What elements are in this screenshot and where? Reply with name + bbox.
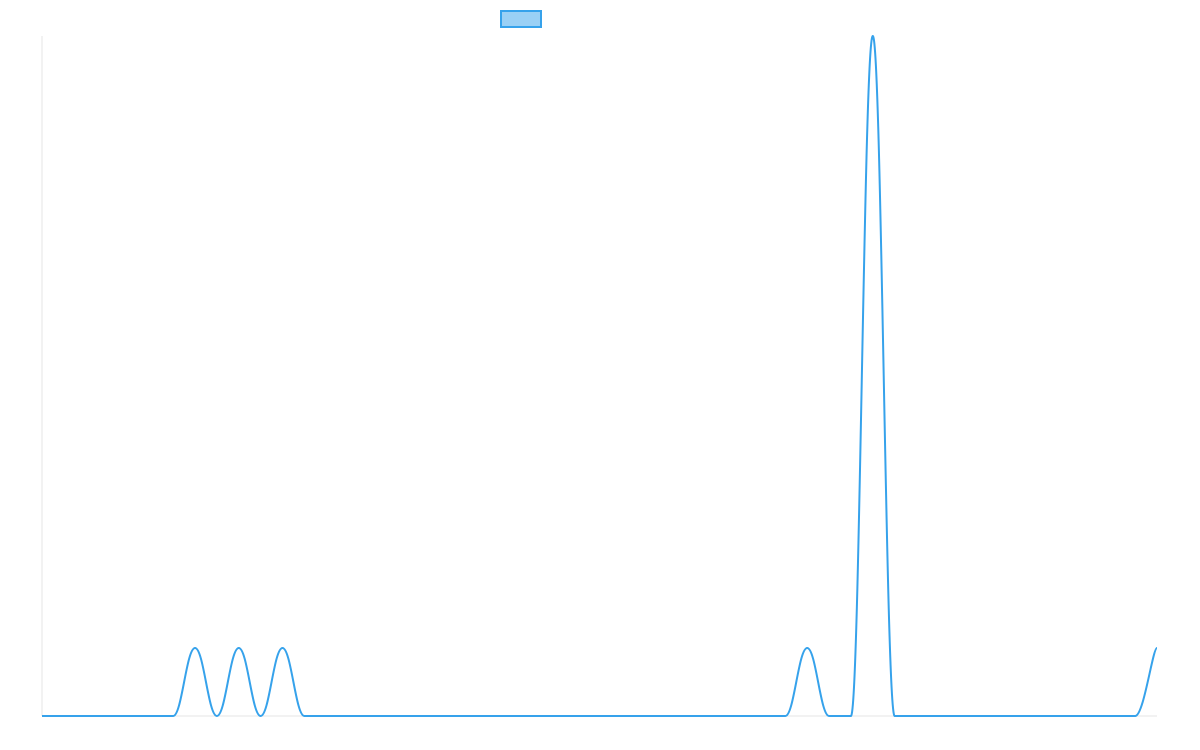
data-point[interactable] <box>258 713 264 719</box>
data-point[interactable] <box>323 713 329 719</box>
data-point[interactable] <box>367 713 373 719</box>
data-point[interactable] <box>192 645 198 651</box>
data-point[interactable] <box>279 645 285 651</box>
data-point[interactable] <box>1067 713 1073 719</box>
data-point[interactable] <box>498 713 504 719</box>
data-point[interactable] <box>564 713 570 719</box>
data-point[interactable] <box>214 713 220 719</box>
data-point[interactable] <box>105 713 111 719</box>
data-point[interactable] <box>83 713 89 719</box>
data-point[interactable] <box>389 713 395 719</box>
data-point[interactable] <box>957 713 963 719</box>
data-point[interactable] <box>126 713 132 719</box>
data-point[interactable] <box>1132 713 1138 719</box>
data-point[interactable] <box>1088 713 1094 719</box>
data-point[interactable] <box>1023 713 1029 719</box>
data-point[interactable] <box>870 33 876 39</box>
data-point[interactable] <box>301 713 307 719</box>
series-line <box>42 34 1158 718</box>
data-point[interactable] <box>979 713 985 719</box>
data-point[interactable] <box>476 713 482 719</box>
data-point[interactable] <box>607 713 613 719</box>
data-point[interactable] <box>170 713 176 719</box>
legend-swatch[interactable] <box>500 10 542 28</box>
data-point[interactable] <box>433 713 439 719</box>
data-point[interactable] <box>760 713 766 719</box>
data-point[interactable] <box>586 713 592 719</box>
data-point[interactable] <box>345 713 351 719</box>
data-point[interactable] <box>148 713 154 719</box>
data-point[interactable] <box>542 713 548 719</box>
data-point[interactable] <box>1154 645 1160 651</box>
data-point[interactable] <box>782 713 788 719</box>
data-point[interactable] <box>695 713 701 719</box>
data-point[interactable] <box>61 713 67 719</box>
data-point[interactable] <box>411 713 417 719</box>
data-point[interactable] <box>717 713 723 719</box>
data-point[interactable] <box>651 713 657 719</box>
data-point[interactable] <box>892 713 898 719</box>
data-point[interactable] <box>935 713 941 719</box>
data-point[interactable] <box>629 713 635 719</box>
data-point[interactable] <box>1110 713 1116 719</box>
data-point[interactable] <box>739 713 745 719</box>
data-point[interactable] <box>454 713 460 719</box>
data-point[interactable] <box>914 713 920 719</box>
data-point[interactable] <box>39 713 45 719</box>
data-point[interactable] <box>804 645 810 651</box>
legend[interactable] <box>500 10 548 28</box>
data-point[interactable] <box>236 645 242 651</box>
data-point[interactable] <box>826 713 832 719</box>
data-point[interactable] <box>1001 713 1007 719</box>
data-point[interactable] <box>520 713 526 719</box>
data-point[interactable] <box>848 713 854 719</box>
data-point[interactable] <box>673 713 679 719</box>
data-point[interactable] <box>1045 713 1051 719</box>
